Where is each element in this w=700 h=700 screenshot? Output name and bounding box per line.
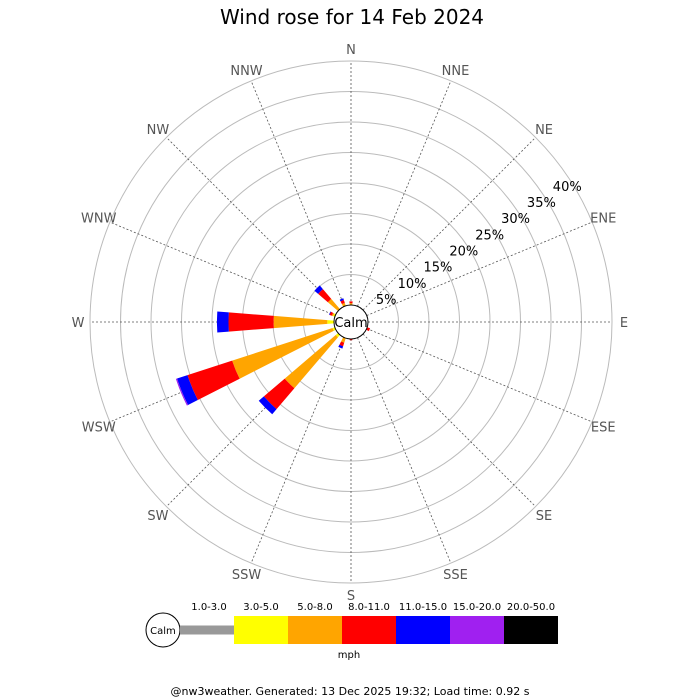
wind-segment (228, 312, 274, 332)
direction-label: ESE (591, 420, 616, 435)
wind-segment (318, 289, 332, 303)
grid-spoke (250, 337, 345, 564)
wind-segment (339, 341, 345, 347)
ring-label: 5% (376, 293, 397, 308)
legend-swatch (396, 616, 450, 644)
direction-label: SSW (232, 568, 262, 583)
ring-label: 30% (501, 212, 530, 227)
legend-swatch (180, 625, 234, 635)
legend-units: mph (338, 650, 360, 661)
wind-segment (273, 315, 328, 329)
direction-label: WSW (82, 420, 116, 435)
direction-label: NW (147, 123, 170, 138)
direction-label: NNW (230, 64, 262, 79)
grid-ring (89, 60, 613, 584)
calm-label: Calm (334, 316, 367, 331)
legend-label: 15.0-20.0 (453, 602, 501, 613)
speed-legend: Calm mph 1.0-3.0 3.0-5.0 5.0-8.0 8.0-11.0 11… (145, 602, 558, 661)
grid-spoke (357, 80, 452, 307)
wind-segment (284, 335, 338, 389)
direction-label: SE (536, 509, 552, 524)
wind-segment (331, 312, 335, 317)
direction-label: SSE (443, 568, 468, 583)
direction-label: W (72, 316, 85, 331)
direction-label: SW (147, 509, 168, 524)
legend-swatch (504, 616, 558, 644)
grid-ring (150, 121, 552, 523)
legend-label: 8.0-11.0 (348, 602, 390, 613)
wind-segment (349, 301, 353, 304)
ring-label: 40% (553, 180, 582, 195)
wind-segment (329, 311, 334, 316)
grid-spoke (357, 337, 452, 564)
direction-label: WNW (81, 212, 117, 227)
grid-spoke (362, 333, 536, 507)
wind-segment (338, 344, 344, 349)
wind-segment (349, 303, 353, 305)
wind-segment (232, 328, 334, 379)
calm-circle (333, 304, 369, 340)
ring-label: 35% (527, 196, 556, 211)
legend-label: 11.0-15.0 (399, 602, 447, 613)
direction-label: NNE (442, 64, 470, 79)
legend-label: 20.0-50.0 (507, 602, 555, 613)
direction-label: N (346, 43, 356, 58)
wind-segment (329, 311, 331, 316)
grid-spoke (362, 137, 536, 311)
ring-labels: 5%10%15%20% 25%30%35%40% (376, 180, 582, 308)
legend-swatch (288, 616, 342, 644)
wind-wedges (175, 285, 371, 415)
grid-spoke (109, 221, 336, 316)
legend-calm-label: Calm (150, 626, 176, 637)
wind-segment (263, 378, 295, 410)
ring-label: 20% (449, 245, 478, 260)
direction-label: S (347, 589, 355, 604)
wind-segment (258, 396, 277, 415)
legend-label: 3.0-5.0 (243, 602, 278, 613)
wind-segment (333, 313, 336, 317)
wind-segment (339, 298, 344, 302)
grid-spoke (366, 328, 593, 423)
legend-label: 5.0-8.0 (297, 602, 332, 613)
grid-spoke (250, 80, 345, 307)
legend-swatch (450, 616, 504, 644)
wind-segment (314, 285, 323, 294)
wind-segment (177, 375, 198, 406)
direction-label: E (620, 316, 628, 331)
direction-label: NE (535, 123, 553, 138)
legend-swatch (342, 616, 396, 644)
direction-label: ENE (590, 212, 616, 227)
legend-swatch (234, 616, 288, 644)
wind-segment (216, 311, 229, 333)
wind-segment (340, 300, 345, 305)
ring-label: 15% (423, 261, 452, 276)
wind-segment (327, 320, 335, 324)
wind-segment (187, 360, 240, 401)
wind-segment (175, 378, 189, 406)
grid-spoke (166, 137, 340, 311)
ring-label: 25% (475, 228, 504, 243)
wind-segment (327, 298, 340, 311)
ring-label: 10% (398, 277, 427, 292)
wind-segment (341, 337, 346, 343)
chart-title: Wind rose for 14 Feb 2024 (220, 5, 484, 29)
grid-spoke (366, 221, 593, 316)
footer-text: @nw3weather. Generated: 13 Dec 2025 19:3… (171, 685, 530, 698)
legend-label: 1.0-3.0 (191, 602, 226, 613)
calm-center: Calm (333, 304, 369, 340)
direction-labels: N NNE NE ENE E ESE SE SSE S SSW SW WSW W WNW NW NNW (72, 43, 629, 604)
